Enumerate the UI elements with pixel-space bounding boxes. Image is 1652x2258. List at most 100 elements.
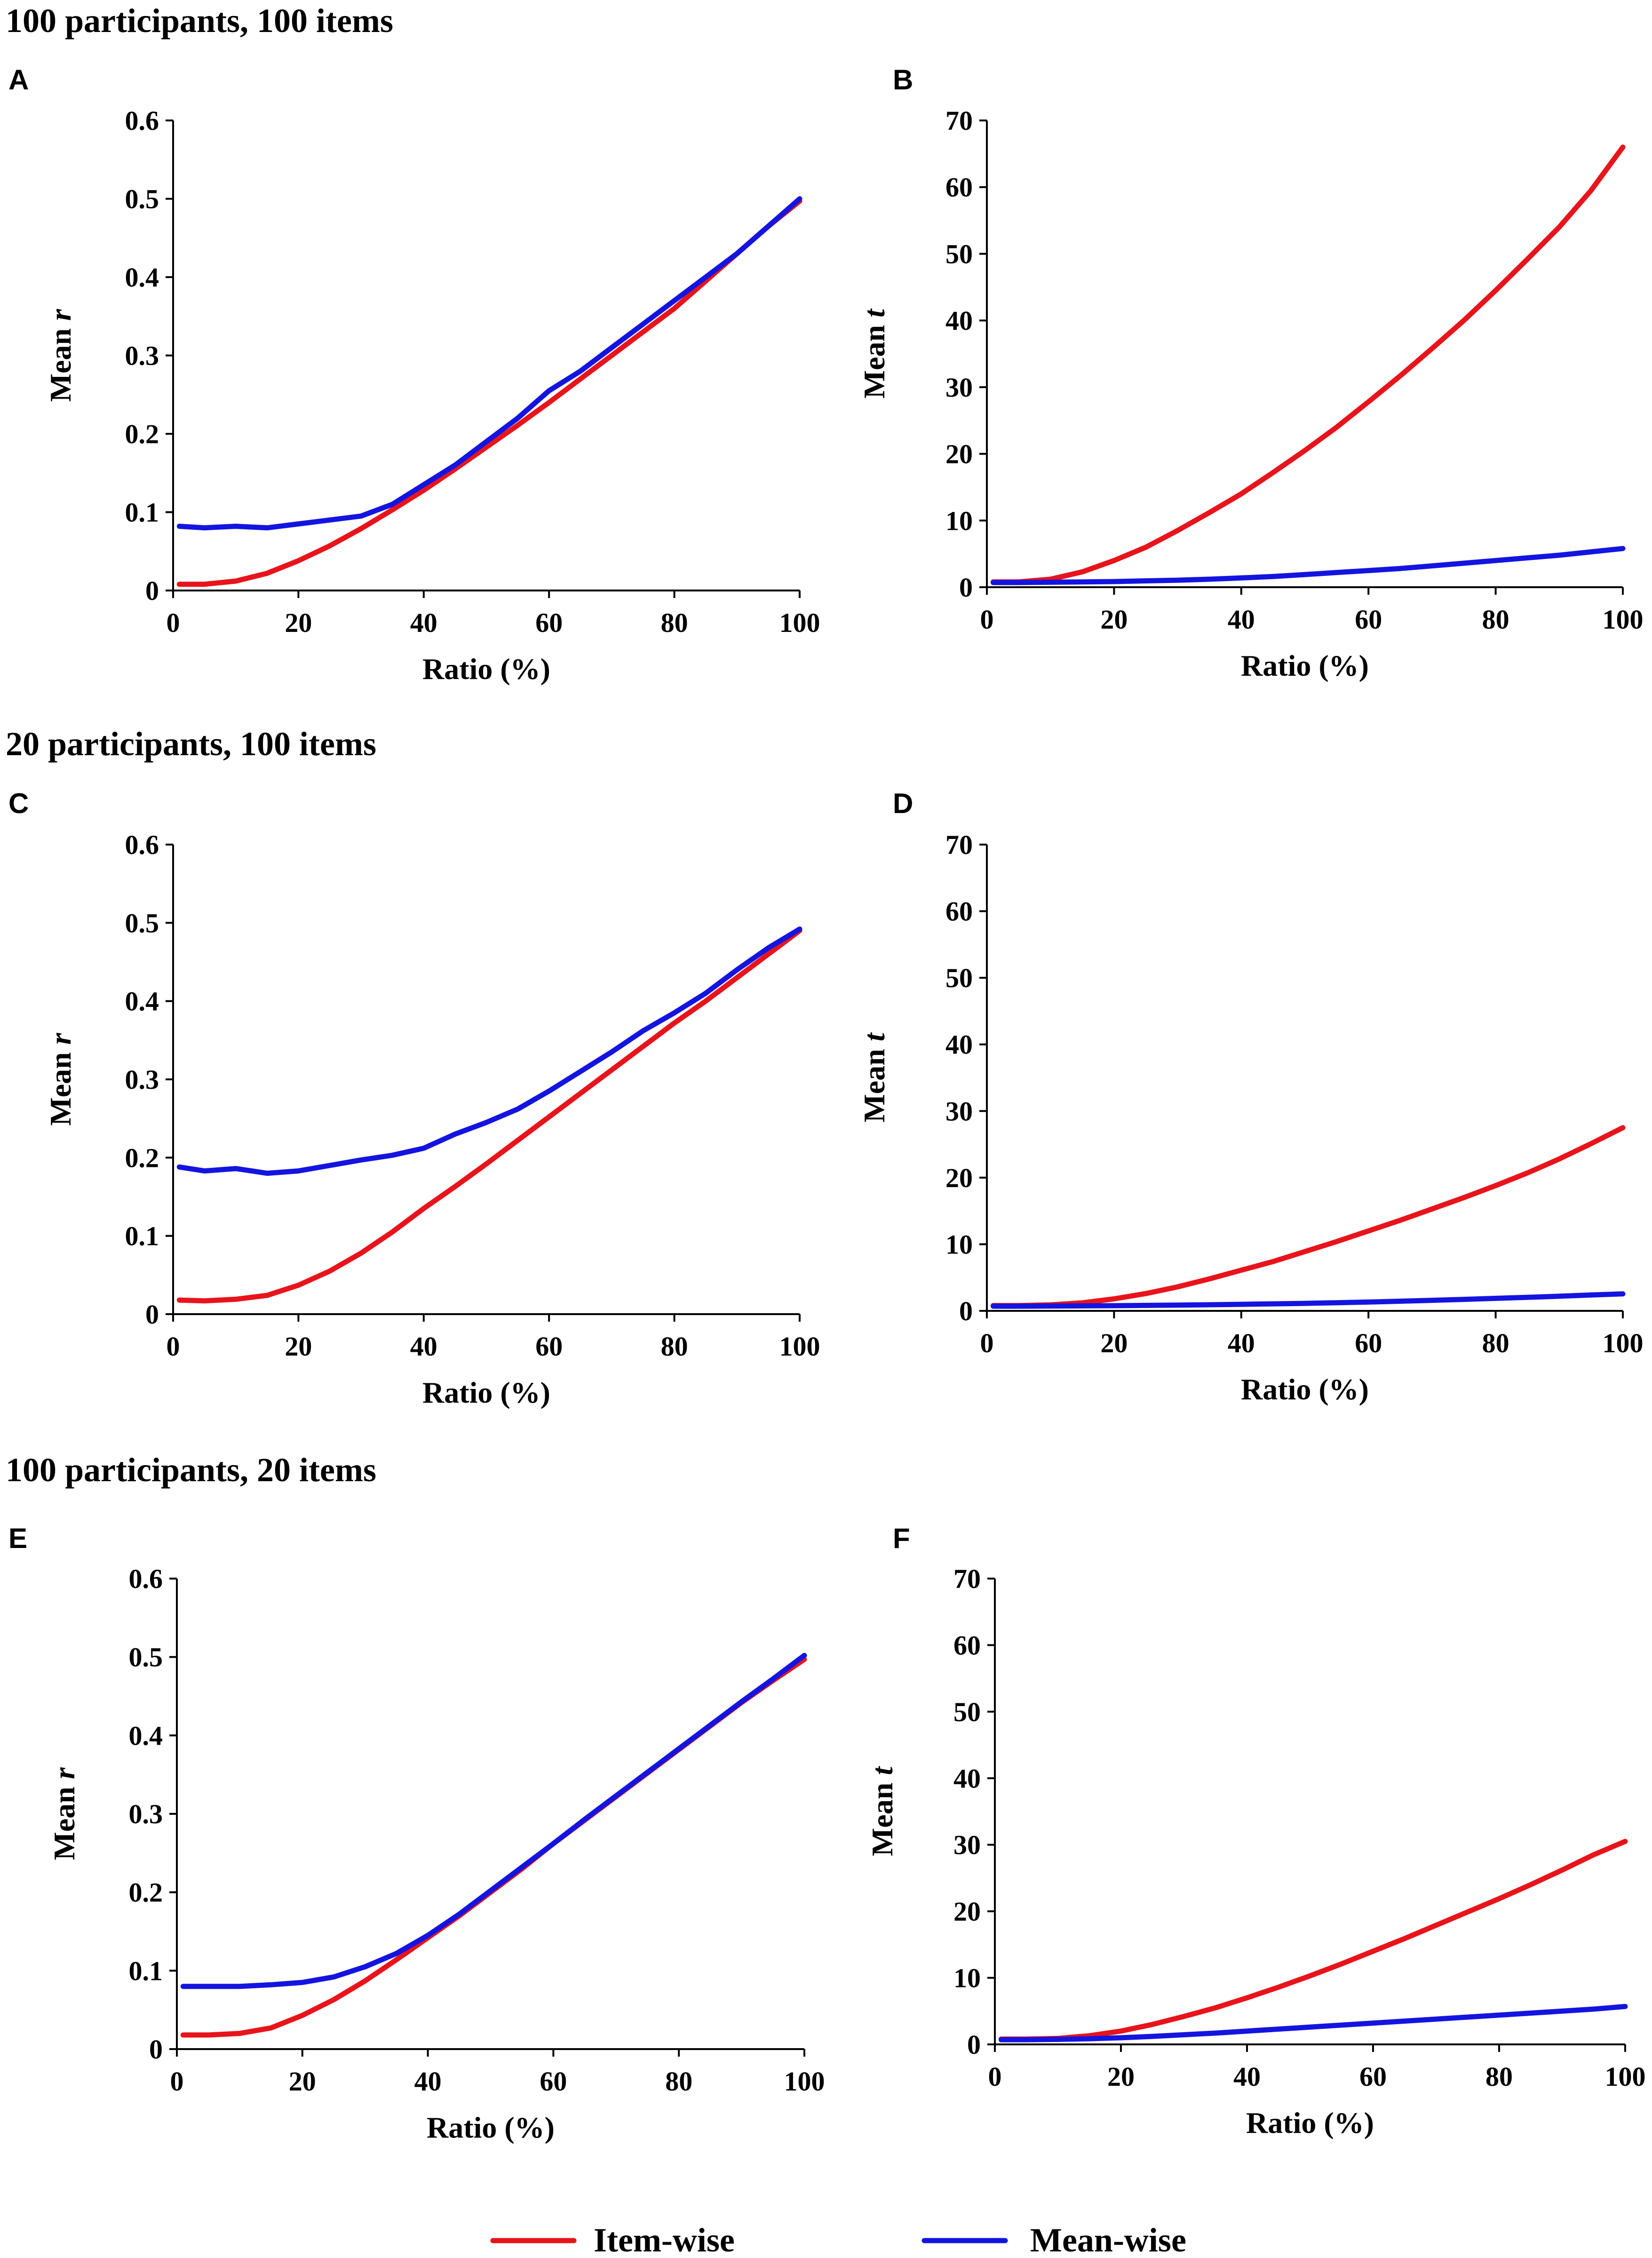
y-tick-label-e-1: 0.1 bbox=[129, 1955, 163, 1986]
x-tick-label-e-2: 40 bbox=[414, 2066, 442, 2097]
y-axis-label-main-f: Mean bbox=[866, 1775, 899, 1856]
y-tick-label-d-4: 40 bbox=[945, 1029, 973, 1060]
y-tick-label-b-4: 40 bbox=[945, 305, 973, 336]
x-tick-label-b-5: 100 bbox=[1603, 604, 1644, 635]
y-tick-label-a-0: 0 bbox=[145, 575, 159, 606]
x-tick-label-c-2: 40 bbox=[410, 1331, 437, 1362]
y-tick-label-d-0: 0 bbox=[959, 1296, 973, 1326]
y-tick-label-d-5: 50 bbox=[945, 963, 973, 993]
series-line-mean-wise-d bbox=[991, 1291, 1626, 1309]
y-tick-label-b-0: 0 bbox=[959, 572, 973, 603]
x-tick-label-f-1: 20 bbox=[1107, 2061, 1135, 2092]
y-tick-label-c-4: 0.4 bbox=[125, 986, 159, 1017]
y-tick-label-c-2: 0.2 bbox=[125, 1142, 159, 1173]
chart-a: A 0 0.1 0.2 0.3 0.4 0.5 0.6 0 20 40 60 80 100 Ratio (%… bbox=[8, 64, 820, 686]
panel-label-f: F bbox=[893, 1523, 910, 1554]
x-tick-label-a-4: 80 bbox=[661, 607, 688, 638]
x-axis-label-c: Ratio (%) bbox=[422, 1376, 550, 1409]
chart-e: E 0 0.1 0.2 0.3 0.4 0.5 0.6 0 20 40 60 80 100 Ratio (%… bbox=[8, 1523, 825, 2144]
y-tick-label-f-5: 50 bbox=[953, 1697, 981, 1727]
y-tick-label-a-1: 0.1 bbox=[125, 497, 159, 528]
series-line-item-wise-a bbox=[176, 199, 802, 587]
x-tick-label-d-5: 100 bbox=[1603, 1328, 1644, 1358]
series-line-item-wise-e bbox=[180, 1657, 807, 2038]
y-axis-label-d: Mean t bbox=[858, 1032, 891, 1122]
x-tick-label-b-4: 80 bbox=[1482, 604, 1509, 635]
x-tick-label-b-0: 0 bbox=[980, 604, 994, 635]
y-tick-label-a-4: 0.4 bbox=[125, 262, 159, 293]
x-tick-label-d-1: 20 bbox=[1100, 1328, 1128, 1358]
y-tick-label-e-3: 0.3 bbox=[129, 1799, 163, 1829]
x-tick-label-d-4: 80 bbox=[1482, 1328, 1509, 1358]
y-tick-label-c-1: 0.1 bbox=[125, 1221, 159, 1252]
chart-d: D 0 10 20 30 40 50 60 70 0 20 40 60 80 100 Ratio (%) Mea… bbox=[858, 788, 1644, 1406]
y-tick-label-f-0: 0 bbox=[967, 2029, 981, 2060]
y-axis-label-b: Mean t bbox=[858, 308, 891, 399]
y-tick-label-b-5: 50 bbox=[945, 239, 973, 269]
series-line-item-wise-c bbox=[176, 928, 802, 1304]
y-axis-label-symbol-e: r bbox=[48, 1767, 81, 1779]
x-tick-label-f-4: 80 bbox=[1485, 2061, 1513, 2092]
panel-label-e: E bbox=[8, 1523, 27, 1554]
section-title-3: 100 participants, 20 items bbox=[6, 1451, 376, 1489]
y-tick-label-c-6: 0.6 bbox=[125, 830, 159, 860]
x-tick-label-c-4: 80 bbox=[661, 1331, 688, 1362]
series-line-mean-wise-f bbox=[998, 2003, 1628, 2043]
y-tick-label-a-5: 0.5 bbox=[125, 184, 159, 215]
y-axis-label-symbol-f: t bbox=[866, 1766, 899, 1775]
y-axis-label-main-c: Mean bbox=[44, 1045, 77, 1125]
y-tick-label-c-5: 0.5 bbox=[125, 908, 159, 938]
y-axis-label-c: Mean r bbox=[44, 1032, 77, 1125]
x-tick-label-e-3: 60 bbox=[540, 2066, 567, 2097]
y-axis-label-symbol-c: r bbox=[44, 1032, 77, 1045]
legend: Item-wise Mean-wise bbox=[490, 2221, 1186, 2258]
y-tick-label-b-3: 30 bbox=[945, 372, 973, 403]
y-tick-label-f-2: 20 bbox=[953, 1896, 981, 1927]
series-line-item-wise-f bbox=[998, 1839, 1628, 2042]
y-tick-label-a-6: 0.6 bbox=[125, 105, 159, 136]
panel-label-b: B bbox=[893, 64, 913, 96]
y-tick-label-f-6: 60 bbox=[953, 1630, 981, 1660]
x-tick-label-a-3: 60 bbox=[535, 607, 563, 638]
series-line-mean-wise-e bbox=[180, 1652, 807, 1989]
section-title-2: 20 participants, 100 items bbox=[6, 725, 376, 763]
y-axis-label-symbol-d: t bbox=[858, 1032, 891, 1041]
x-tick-label-a-5: 100 bbox=[779, 607, 820, 638]
y-axis-label-f: Mean t bbox=[866, 1766, 899, 1856]
panel-label-a: A bbox=[8, 64, 29, 96]
y-tick-label-e-2: 0.2 bbox=[129, 1877, 163, 1908]
series-line-mean-wise-b bbox=[991, 546, 1626, 585]
x-tick-label-f-3: 60 bbox=[1359, 2061, 1387, 2092]
x-tick-label-a-1: 20 bbox=[285, 607, 312, 638]
x-axis-label-e: Ratio (%) bbox=[427, 2111, 555, 2144]
y-tick-label-d-6: 60 bbox=[945, 896, 973, 927]
x-axis-label-d: Ratio (%) bbox=[1241, 1372, 1369, 1406]
x-tick-label-f-2: 40 bbox=[1233, 2061, 1261, 2092]
panel-label-d: D bbox=[893, 788, 913, 819]
chart-c: C 0 0.1 0.2 0.3 0.4 0.5 0.6 0 20 40 60 80 100 Ratio (%… bbox=[8, 788, 820, 1409]
x-tick-label-a-0: 0 bbox=[167, 607, 180, 638]
chart-b: B 0 10 20 30 40 50 60 70 0 20 40 60 80 100 Ratio (%) Mea… bbox=[858, 64, 1644, 682]
legend-label-mean-wise: Mean-wise bbox=[1030, 2221, 1186, 2258]
y-tick-label-f-1: 10 bbox=[953, 1963, 981, 1994]
x-tick-label-b-3: 60 bbox=[1355, 604, 1382, 635]
y-axis-label-main-a: Mean bbox=[44, 321, 77, 402]
y-tick-label-f-7: 70 bbox=[953, 1564, 981, 1594]
y-tick-label-b-6: 60 bbox=[945, 172, 973, 203]
y-tick-label-d-1: 10 bbox=[945, 1229, 973, 1260]
y-tick-label-b-7: 70 bbox=[945, 105, 973, 136]
y-tick-label-e-6: 0.6 bbox=[129, 1564, 163, 1594]
x-tick-label-e-0: 0 bbox=[170, 2066, 184, 2097]
y-tick-label-f-4: 40 bbox=[953, 1763, 981, 1794]
y-tick-label-d-2: 20 bbox=[945, 1163, 973, 1193]
x-tick-label-e-4: 80 bbox=[665, 2066, 692, 2097]
x-tick-label-e-1: 20 bbox=[289, 2066, 316, 2097]
y-tick-label-c-3: 0.3 bbox=[125, 1064, 159, 1095]
x-tick-label-f-5: 100 bbox=[1605, 2061, 1646, 2092]
y-tick-label-c-0: 0 bbox=[145, 1299, 159, 1330]
x-tick-label-c-1: 20 bbox=[285, 1331, 312, 1362]
y-tick-label-d-3: 30 bbox=[945, 1096, 973, 1126]
series-line-mean-wise-a bbox=[176, 196, 802, 531]
